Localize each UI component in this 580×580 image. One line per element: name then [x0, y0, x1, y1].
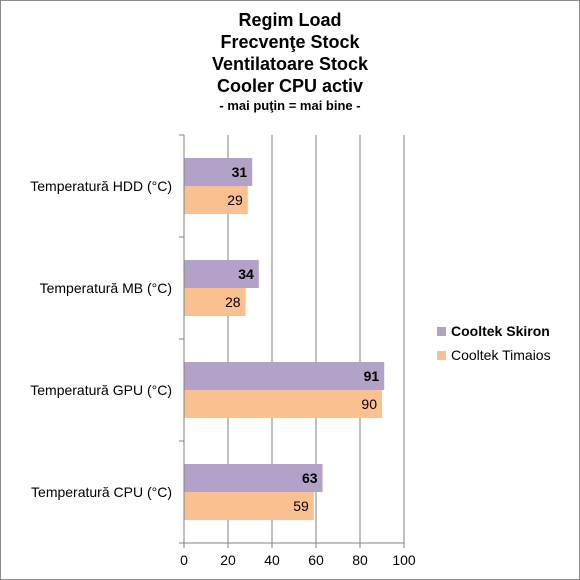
bar-skiron	[184, 464, 323, 492]
data-label: 91	[364, 368, 380, 384]
data-label: 90	[361, 396, 377, 412]
x-tick-label: 40	[264, 552, 280, 568]
x-tick-label: 20	[220, 552, 236, 568]
category-label: Temperatură CPU (°C)	[31, 484, 172, 500]
chart-title-line-4: Cooler CPU activ	[216, 76, 364, 96]
legend-label: Cooltek Timaios	[451, 347, 551, 363]
chart-title-line-2: Frecvenţe Stock	[220, 32, 360, 52]
chart-title-line-1: Regim Load	[238, 10, 342, 30]
category-label: Temperatură GPU (°C)	[30, 382, 172, 398]
legend-swatch-skiron	[437, 327, 446, 336]
bar-timaios	[184, 492, 314, 520]
legend-swatch-timaios	[437, 351, 446, 360]
data-label: 63	[302, 470, 318, 486]
data-label: 28	[225, 294, 241, 310]
bar-skiron	[184, 362, 385, 390]
bar-timaios	[184, 288, 246, 316]
chart-subtitle: - mai puţin = mai bine -	[219, 98, 361, 113]
data-label: 31	[232, 164, 248, 180]
bar-skiron	[184, 260, 259, 288]
legend-label: Cooltek Skiron	[451, 323, 550, 339]
data-label: 29	[227, 192, 243, 208]
bar-timaios	[184, 186, 248, 214]
x-tick-label: 100	[392, 552, 416, 568]
x-tick-label: 60	[308, 552, 324, 568]
bar-timaios	[184, 390, 382, 418]
x-tick-label: 80	[352, 552, 368, 568]
data-label: 59	[293, 498, 309, 514]
x-tick-label: 0	[180, 552, 188, 568]
category-label: Temperatură HDD (°C)	[30, 178, 172, 194]
category-label: Temperatură MB (°C)	[40, 280, 172, 296]
data-label: 34	[238, 266, 254, 282]
bar-skiron	[184, 158, 253, 186]
chart-title-line-3: Ventilatoare Stock	[211, 54, 369, 74]
